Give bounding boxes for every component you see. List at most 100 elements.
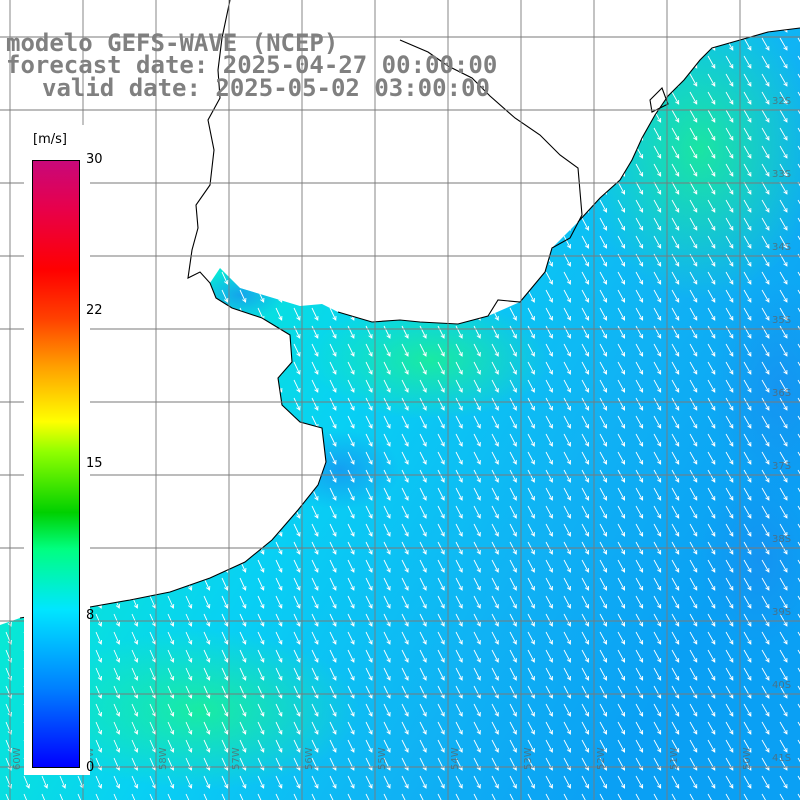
wind-arrow bbox=[401, 163, 409, 177]
wind-arrow bbox=[653, 505, 662, 519]
wind-arrow bbox=[653, 163, 662, 177]
wind-arrow bbox=[797, 109, 800, 123]
wind-arrow bbox=[275, 433, 283, 447]
wind-arrow bbox=[365, 343, 373, 357]
wind-arrow bbox=[221, 433, 229, 447]
wind-arrow bbox=[221, 109, 229, 123]
wind-arrow bbox=[545, 667, 553, 681]
wind-arrow bbox=[743, 145, 752, 159]
wind-arrow bbox=[419, 487, 427, 501]
wind-arrow bbox=[113, 613, 121, 627]
wind-arrow bbox=[617, 343, 626, 357]
wind-arrow bbox=[563, 505, 571, 519]
wind-arrow bbox=[419, 235, 427, 249]
wind-arrow bbox=[257, 469, 265, 483]
wind-arrow bbox=[689, 433, 698, 447]
wind-arrow bbox=[329, 523, 337, 537]
wind-arrow bbox=[527, 37, 535, 51]
wind-arrow bbox=[581, 343, 589, 357]
wind-arrow bbox=[707, 523, 716, 537]
wind-arrow bbox=[383, 37, 391, 51]
wind-arrow bbox=[761, 145, 770, 159]
wind-arrow bbox=[455, 613, 463, 627]
wind-arrow bbox=[383, 379, 391, 393]
wind-arrow bbox=[617, 775, 626, 789]
wind-arrow bbox=[599, 433, 607, 447]
wind-arrow bbox=[113, 199, 121, 213]
wind-arrow bbox=[563, 523, 571, 537]
wind-arrow bbox=[545, 613, 553, 627]
wind-arrow bbox=[671, 415, 680, 429]
wind-arrow bbox=[383, 397, 391, 411]
wind-arrow bbox=[239, 343, 247, 357]
wind-arrow bbox=[779, 73, 788, 87]
wind-arrow bbox=[113, 451, 121, 465]
wind-arrow bbox=[167, 667, 175, 681]
wind-arrow bbox=[635, 613, 644, 627]
wind-arrow bbox=[707, 145, 716, 159]
wind-arrow bbox=[311, 775, 319, 789]
wind-arrow bbox=[347, 109, 355, 123]
wind-arrow bbox=[239, 397, 247, 411]
wind-arrow bbox=[113, 649, 121, 663]
wind-arrow bbox=[203, 793, 211, 800]
wind-arrow bbox=[437, 145, 445, 159]
wind-arrow bbox=[455, 343, 463, 357]
wind-arrow bbox=[365, 793, 373, 800]
wind-arrow bbox=[401, 487, 409, 501]
wind-arrow bbox=[563, 55, 571, 69]
wind-arrow bbox=[5, 397, 12, 411]
wind-arrow bbox=[509, 289, 517, 303]
wind-arrow bbox=[239, 685, 247, 699]
wind-arrow bbox=[401, 379, 409, 393]
wind-arrow bbox=[347, 271, 355, 285]
wind-arrow bbox=[437, 289, 445, 303]
wind-arrow bbox=[797, 91, 800, 105]
wind-arrow bbox=[761, 379, 770, 393]
wind-arrow bbox=[95, 199, 103, 213]
wind-arrow bbox=[257, 217, 265, 231]
wind-arrow bbox=[383, 793, 391, 800]
wind-arrow bbox=[563, 163, 571, 177]
wind-arrow bbox=[689, 343, 698, 357]
wind-arrow bbox=[707, 397, 716, 411]
wind-arrow bbox=[491, 127, 499, 141]
wind-arrow bbox=[293, 361, 301, 375]
wind-arrow bbox=[437, 433, 445, 447]
wind-arrow bbox=[473, 487, 481, 501]
wind-arrow bbox=[347, 343, 355, 357]
wind-arrow bbox=[761, 235, 770, 249]
wind-arrow bbox=[257, 361, 265, 375]
wind-arrow bbox=[599, 109, 607, 123]
wind-arrow bbox=[491, 415, 499, 429]
wind-arrow bbox=[581, 559, 589, 573]
wind-arrow bbox=[419, 685, 427, 699]
wind-arrow bbox=[671, 703, 680, 717]
wind-arrow bbox=[257, 685, 265, 699]
wind-arrow bbox=[185, 613, 193, 627]
wind-arrow bbox=[545, 577, 553, 591]
wind-arrow bbox=[743, 685, 752, 699]
wind-arrow bbox=[617, 217, 626, 231]
wind-arrow bbox=[329, 379, 337, 393]
wind-arrow bbox=[419, 37, 427, 51]
wind-arrow bbox=[545, 559, 553, 573]
wind-arrow bbox=[95, 703, 103, 717]
wind-arrow bbox=[635, 451, 644, 465]
wind-arrow bbox=[653, 703, 662, 717]
wind-arrow bbox=[707, 433, 716, 447]
wind-arrow bbox=[95, 109, 103, 123]
wind-arrow bbox=[185, 343, 193, 357]
wind-arrow bbox=[95, 433, 103, 447]
wind-arrow bbox=[401, 721, 409, 735]
wind-arrow bbox=[581, 595, 589, 609]
wind-arrow bbox=[599, 163, 607, 177]
wind-arrow bbox=[653, 73, 662, 87]
wind-arrow bbox=[185, 451, 193, 465]
wind-arrow bbox=[707, 217, 716, 231]
wind-arrow bbox=[779, 91, 788, 105]
wind-arrow bbox=[617, 433, 626, 447]
wind-arrow bbox=[329, 577, 337, 591]
wind-arrow bbox=[419, 199, 427, 213]
wind-arrow bbox=[635, 649, 644, 663]
